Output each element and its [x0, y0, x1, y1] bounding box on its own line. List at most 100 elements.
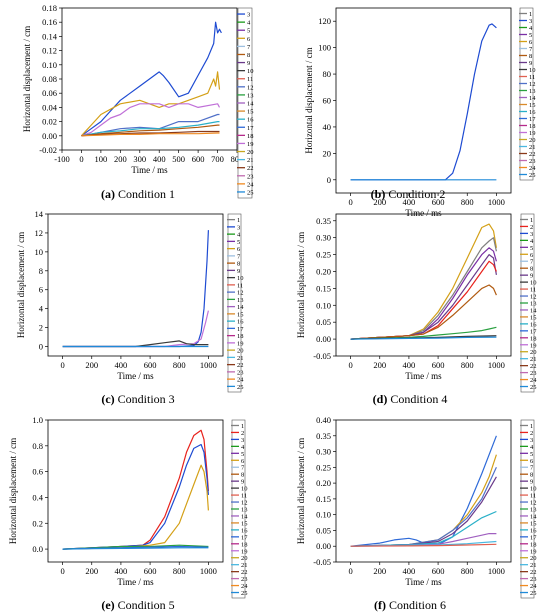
- legend-label-23: 23: [529, 158, 536, 165]
- x-tick-label: 0: [348, 566, 352, 576]
- legend-label-22: 22: [530, 569, 537, 576]
- legend-label-8: 8: [530, 266, 533, 273]
- legend-label-5: 5: [530, 451, 533, 458]
- series-line-3: [81, 21, 222, 137]
- y-axis-title: Horizontal displacement / cm: [16, 232, 26, 338]
- y-axis-title: Horizontal displacement / cm: [8, 438, 18, 544]
- x-tick-label: 200: [373, 197, 386, 207]
- caption-letter: (a): [101, 187, 115, 201]
- legend-label-7: 7: [529, 46, 533, 53]
- chart-panel-5: 0 200 400 600 800 1000 0.0 0.2 0.4 0.6 0.8 1.0 Time …: [8, 415, 248, 612]
- x-tick-label: 800: [173, 566, 186, 576]
- legend-label-1: 1: [529, 11, 532, 18]
- caption-letter: (f): [374, 598, 386, 612]
- legend-label-10: 10: [247, 68, 254, 75]
- series-line-25: [62, 547, 209, 550]
- series-line-9: [350, 254, 497, 340]
- legend-label-3: 3: [530, 231, 533, 238]
- caption-letter: (c): [101, 392, 114, 406]
- x-tick-label: 600: [144, 360, 157, 370]
- legend-label-17: 17: [237, 326, 244, 333]
- legend-label-5: 5: [247, 28, 250, 35]
- y-tick-label: 0.18: [42, 3, 57, 13]
- legend-label-23: 23: [237, 369, 244, 376]
- y-tick-label: 40: [323, 122, 332, 132]
- y-tick-label: 0.10: [316, 300, 331, 310]
- y-tick-label: 0.15: [316, 494, 331, 504]
- legend-label-3: 3: [247, 12, 250, 19]
- legend-label-1: 1: [530, 217, 533, 224]
- caption: (c) Condition 3: [101, 392, 174, 406]
- legend-label-5: 5: [529, 32, 532, 39]
- y-tick-label: 0.30: [316, 447, 331, 457]
- legend-label-3: 3: [530, 437, 533, 444]
- x-tick-label: 400: [403, 197, 416, 207]
- legend-label-6: 6: [530, 252, 534, 259]
- legend-label-6: 6: [247, 36, 251, 43]
- legend-label-7: 7: [247, 44, 251, 51]
- legend-label-16: 16: [529, 109, 536, 116]
- legend-frame: [519, 7, 534, 181]
- x-tick-label: 400: [403, 360, 416, 370]
- y-tick-label: 0.06: [42, 88, 57, 98]
- legend-label-7: 7: [530, 259, 534, 266]
- series-line-25: [350, 336, 497, 340]
- caption-letter: (e): [101, 598, 114, 612]
- x-tick-label: 0: [60, 360, 64, 370]
- legend-label-11: 11: [529, 74, 535, 81]
- series-line-2: [350, 260, 497, 340]
- y-tick-label: 0.14: [42, 31, 58, 41]
- y-tick-label: 14: [35, 209, 44, 219]
- legend-label-4: 4: [241, 444, 245, 451]
- y-tick-label: -0.02: [39, 145, 57, 155]
- legend-label-11: 11: [530, 493, 536, 500]
- legend-label-9: 9: [529, 60, 532, 67]
- y-tick-label: 0.25: [316, 250, 331, 260]
- legend-label-9: 9: [241, 479, 244, 486]
- legend-label-21: 21: [247, 157, 254, 164]
- legend-label-17: 17: [530, 534, 537, 541]
- series-line-16: [350, 510, 497, 547]
- y-tick-label: 8: [39, 266, 43, 276]
- legend-label-16: 16: [530, 321, 537, 328]
- legend-label-24: 24: [530, 583, 537, 590]
- legend-label-13: 13: [247, 92, 254, 99]
- legend-label-22: 22: [237, 362, 244, 369]
- y-tick-label: 0.8: [32, 441, 43, 451]
- x-tick-label: 400: [115, 566, 128, 576]
- legend-label-25: 25: [237, 384, 244, 391]
- legend-label-4: 4: [237, 232, 241, 239]
- y-tick-label: 0.20: [316, 478, 331, 488]
- y-tick-label: 0.4: [32, 492, 43, 502]
- x-tick-label: 1000: [200, 360, 217, 370]
- series-line-8: [81, 124, 220, 137]
- legend-label-10: 10: [241, 486, 248, 493]
- legend-label-24: 24: [237, 377, 244, 384]
- legend-label-3: 3: [529, 18, 532, 25]
- y-tick-label: 0.20: [316, 266, 331, 276]
- y-axis-title: Horizontal displacement / cm: [296, 232, 306, 338]
- legend-label-8: 8: [241, 472, 244, 479]
- legend-label-22: 22: [530, 363, 537, 370]
- x-tick-label: 500: [172, 154, 185, 164]
- legend-label-14: 14: [530, 513, 537, 520]
- legend-label-15: 15: [530, 520, 537, 527]
- series-line-19: [81, 103, 221, 137]
- legend-label-4: 4: [529, 25, 533, 32]
- x-tick-label: 0: [60, 566, 64, 576]
- legend-label-7: 7: [241, 465, 245, 472]
- legend-label-25: 25: [241, 590, 248, 597]
- series-line-16: [81, 120, 220, 137]
- legend-label-25: 25: [530, 590, 537, 597]
- legend-label-21: 21: [530, 356, 537, 363]
- series-line-24: [81, 132, 220, 137]
- legend-label-20: 20: [237, 348, 244, 355]
- x-tick-label: 1000: [488, 197, 505, 207]
- y-axis-title: Horizontal displacement / cm: [296, 438, 306, 544]
- y-tick-label: 10: [35, 247, 44, 257]
- legend-label-15: 15: [529, 102, 536, 109]
- y-tick-label: 0.35: [316, 431, 331, 441]
- chart-panel-1: -1000100200300400500600700800-0.020.000.…: [22, 3, 254, 201]
